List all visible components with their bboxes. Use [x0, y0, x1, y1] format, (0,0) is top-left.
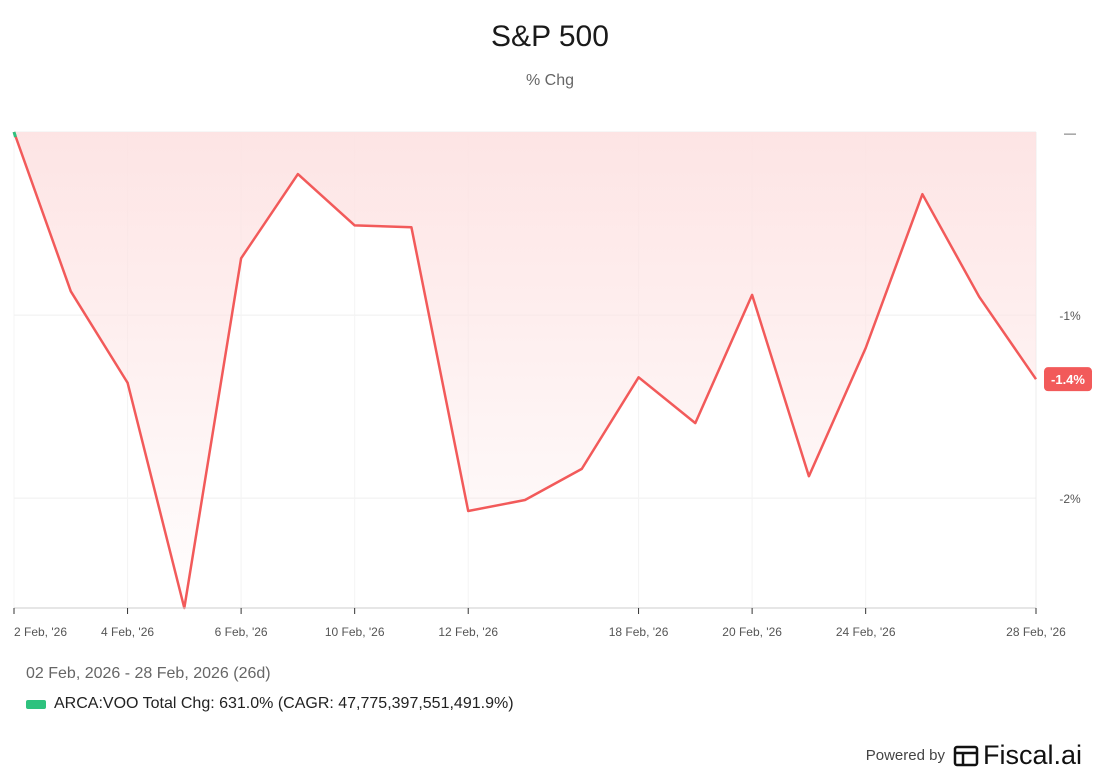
last-value-badge: -1.4% — [1044, 367, 1092, 392]
y-tick-label-0: — — [1064, 126, 1076, 140]
x-tick-label-1: 4 Feb, '26 — [101, 625, 154, 639]
date-range: 02 Feb, 2026 - 28 Feb, 2026 (26d) — [26, 665, 271, 682]
y-axis: — -1% -2% — [1059, 126, 1081, 506]
fiscal-logo-icon — [953, 745, 979, 767]
series-start-marker — [12, 131, 17, 138]
x-tick-label-3: 10 Feb, '26 — [325, 625, 385, 639]
y-tick-label-2: -2% — [1059, 492, 1081, 506]
legend-swatch-icon — [26, 699, 46, 709]
x-tick-label-0: 2 Feb, '26 — [14, 625, 67, 639]
x-tick-label-7: 24 Feb, '26 — [836, 625, 896, 639]
y-tick-label-1: -1% — [1059, 309, 1081, 323]
series-area-fill — [14, 132, 1036, 608]
attribution[interactable]: Powered by Fiscal.ai — [866, 740, 1082, 771]
x-tick-label-5: 18 Feb, '26 — [609, 625, 669, 639]
powered-by-label: Powered by — [865, 747, 945, 764]
brand-name: Fiscal.ai — [982, 740, 1082, 770]
x-tick-label-4: 12 Feb, '26 — [438, 625, 498, 639]
last-value-text: -1.4% — [1051, 372, 1085, 387]
chart-area[interactable]: 2 Feb, '26 4 Feb, '26 6 Feb, '26 10 Feb, '2… — [0, 0, 1100, 650]
legend-item[interactable]: ARCA:VOO Total Chg: 631.0% (CAGR: 47,775… — [26, 695, 514, 713]
chart-subtitle: % Chg — [525, 72, 575, 89]
legend-label: ARCA:VOO Total Chg: 631.0% (CAGR: 47,775… — [54, 695, 514, 712]
x-axis: 2 Feb, '26 4 Feb, '26 6 Feb, '26 10 Feb, '2… — [13, 607, 1066, 639]
x-tick-label-2: 6 Feb, '26 — [215, 625, 268, 639]
x-tick-label-8: 28 Feb, '26 — [1006, 625, 1066, 639]
chart-title: S&P 500 — [491, 20, 609, 53]
x-tick-label-6: 20 Feb, '26 — [722, 625, 782, 639]
